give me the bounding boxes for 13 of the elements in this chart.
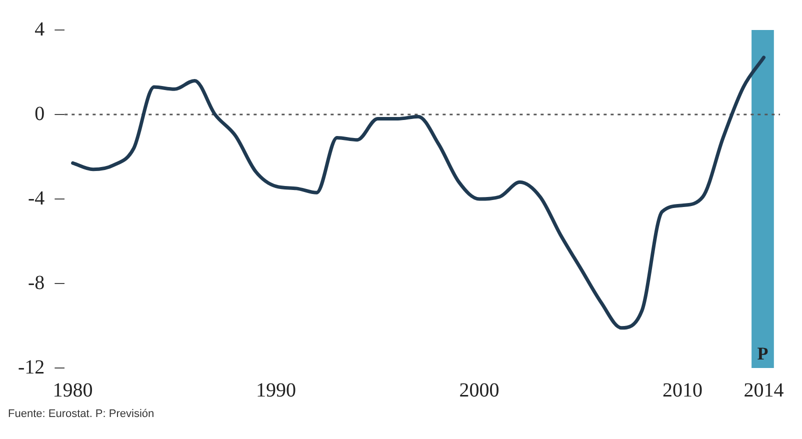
x-tick-label: 2010: [662, 379, 702, 402]
source-note: Fuente: Eurostat. P: Previsión: [8, 408, 156, 420]
x-tick-label: 1990: [256, 379, 296, 402]
x-tick-label: 2014: [744, 379, 784, 402]
y-tick-label: -8: [28, 272, 45, 294]
y-tick-label: 0: [34, 102, 45, 125]
band-label: P: [757, 344, 768, 364]
line-series: [71, 56, 766, 330]
y-tick-label: 4: [34, 18, 45, 40]
x-tick-label: 1980: [52, 379, 93, 402]
y-tick-label: -4: [28, 187, 45, 210]
x-tick-label: 2000: [459, 379, 500, 402]
y-tick-label: -12: [18, 356, 45, 378]
